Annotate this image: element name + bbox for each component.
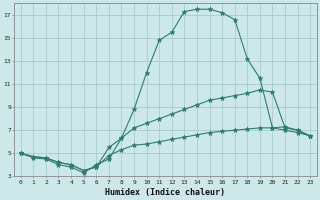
X-axis label: Humidex (Indice chaleur): Humidex (Indice chaleur) [106, 188, 226, 197]
